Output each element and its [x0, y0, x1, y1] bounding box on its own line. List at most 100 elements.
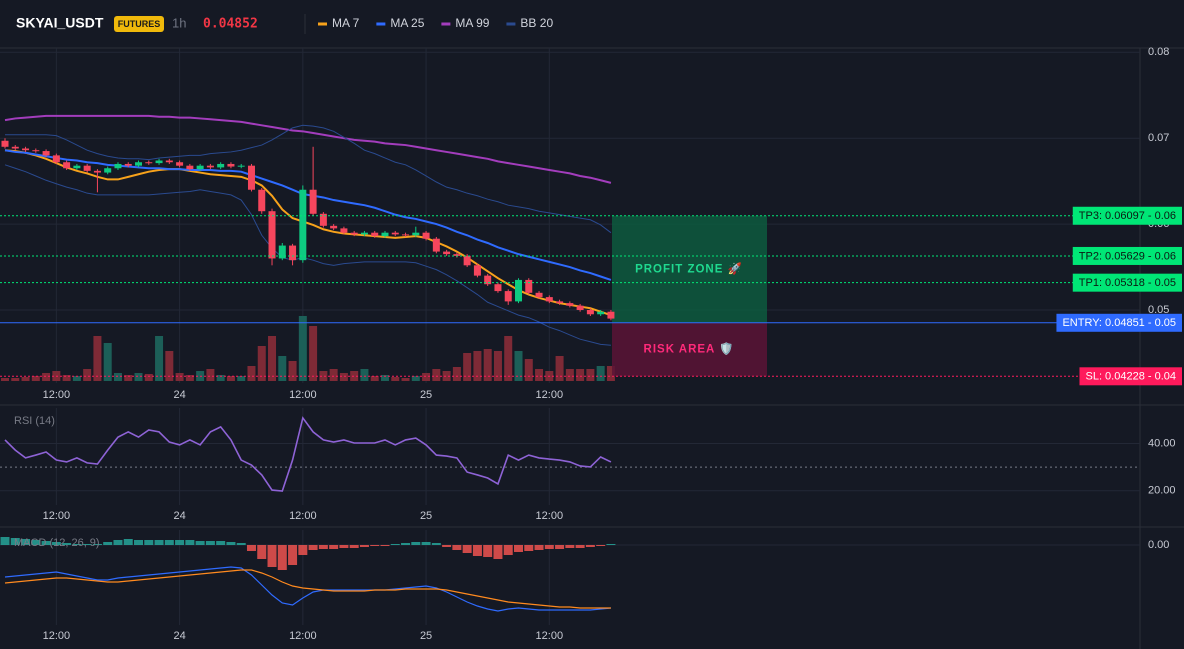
histogram-bar [380, 545, 390, 546]
candle-body [402, 234, 410, 236]
candle-body [32, 150, 40, 152]
histogram-bar [401, 543, 411, 545]
histogram-bar [431, 543, 441, 545]
histogram-bar [164, 540, 174, 545]
x-tick-label: 25 [420, 630, 432, 642]
volume-bar [432, 369, 441, 381]
histogram-bar [514, 545, 523, 552]
histogram-bar [154, 540, 164, 545]
candle-body [237, 165, 245, 167]
histogram-bar [585, 545, 595, 547]
y-tick-label: 40.00 [1148, 437, 1176, 449]
candle-body [124, 163, 132, 166]
histogram-bar [565, 545, 575, 548]
volume-bar [42, 373, 51, 381]
volume-bar [391, 377, 400, 381]
volume-bar [329, 369, 338, 381]
histogram-bar [195, 541, 205, 545]
candle-body [93, 170, 101, 173]
candle-body [73, 165, 81, 169]
badge-box [114, 16, 164, 32]
volume-bar [226, 376, 235, 381]
zone [612, 322, 767, 377]
x-tick-label: 25 [420, 510, 432, 522]
candle-body [247, 165, 255, 190]
histogram-bar [103, 542, 113, 545]
histogram-bar [534, 545, 544, 550]
volume-bar [596, 366, 605, 381]
pane-title: RSI (14) [14, 415, 55, 427]
candle-body [145, 162, 153, 164]
badge: FUTURES [118, 19, 161, 29]
candle-body [114, 163, 122, 169]
histogram-bar [41, 541, 51, 545]
candle-body [597, 311, 605, 315]
x-tick-label: 12:00 [536, 510, 564, 522]
symbol[interactable]: SKYAI_USDT [16, 15, 104, 31]
histogram-bar [72, 544, 82, 545]
candle-body [165, 160, 173, 163]
histogram-bar [31, 540, 41, 545]
candle-body [515, 279, 522, 302]
volume-bar [411, 376, 420, 381]
volume-bar [360, 369, 369, 381]
volume-bar [62, 375, 71, 381]
candle-body [371, 232, 379, 237]
histogram-bar [421, 542, 431, 545]
histogram-bar [544, 545, 554, 549]
histogram-bar [62, 543, 72, 545]
histogram-bar [606, 544, 616, 545]
candle-body [607, 311, 615, 319]
histogram-bar [472, 545, 482, 556]
level-label: TP1: 0.05318 - 0.05 [1079, 277, 1176, 289]
volume-bar [576, 369, 585, 381]
candle-body [494, 284, 502, 292]
volume-bar [21, 377, 30, 381]
histogram-bar [205, 541, 215, 545]
candle-body [1, 140, 9, 147]
histogram-bar [246, 545, 256, 551]
histogram-bar [144, 540, 154, 545]
volume-bar [309, 326, 318, 381]
volume-bar [493, 351, 502, 381]
volume-bar [442, 371, 451, 381]
candle-body [504, 291, 512, 302]
candle-body [340, 228, 348, 233]
histogram-bar [185, 540, 195, 545]
interval[interactable]: 1h [172, 15, 186, 30]
candle-body [463, 255, 471, 266]
ma-line [4, 149, 612, 281]
candle-body [135, 162, 143, 166]
volume-bar [452, 367, 461, 381]
histogram-bar [134, 540, 144, 545]
macd-line [4, 566, 611, 612]
histogram-bar [277, 545, 287, 570]
y-tick-label: 0.00 [1148, 539, 1169, 551]
candle-body [186, 165, 194, 170]
candle-body [22, 148, 30, 151]
candle-body [155, 160, 163, 164]
pane-title: MACD (12, 26, 9) [14, 537, 100, 549]
volume-bar [155, 336, 164, 381]
candle-body [268, 211, 276, 259]
candle-body [63, 162, 71, 169]
band-line [5, 124, 612, 234]
level-label-box [1056, 313, 1182, 332]
histogram-bar [10, 538, 20, 545]
band-line [4, 164, 611, 346]
volume-bar [524, 359, 533, 381]
volume-bar [380, 375, 389, 381]
volume-bar [185, 375, 194, 381]
candle-body [566, 303, 574, 306]
candle-body [258, 189, 266, 212]
histogram-bar [298, 545, 308, 555]
volume-bar [11, 378, 20, 381]
volume-bar [124, 375, 133, 381]
candle-body [381, 232, 389, 237]
volume-bar [93, 336, 102, 381]
histogram-bar [503, 545, 513, 555]
level-label: TP3: 0.06097 - 0.06 [1079, 210, 1176, 222]
volume-bar [514, 351, 523, 381]
ma-line [4, 149, 612, 317]
